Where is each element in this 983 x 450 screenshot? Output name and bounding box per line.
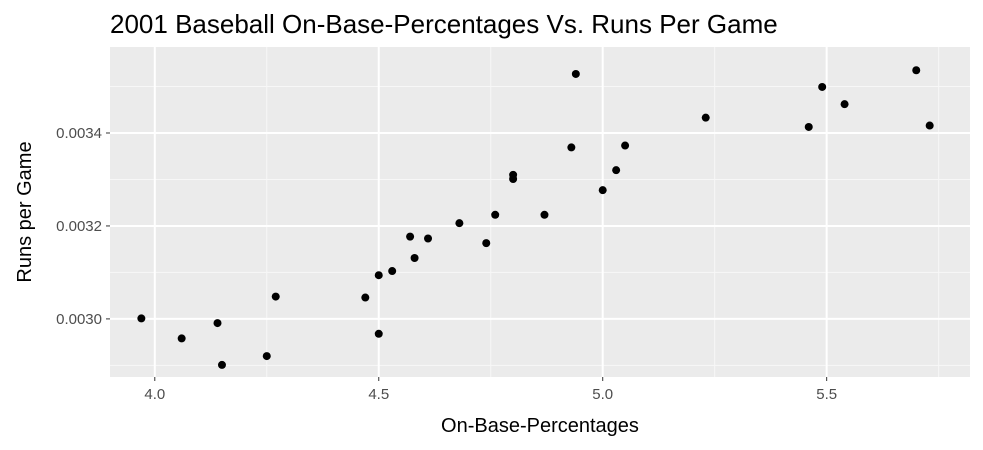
data-point: [571, 69, 580, 78]
data-point: [410, 254, 419, 263]
data-point: [701, 113, 710, 122]
x-axis-ticks: 4.0 4.5 5.0 5.5: [144, 377, 837, 403]
data-point: [388, 267, 397, 276]
x-tick-label: 4.0: [144, 386, 165, 403]
data-points: [137, 66, 934, 369]
x-tick-label: 5.5: [816, 386, 837, 403]
data-point: [491, 210, 500, 219]
chart-title: 2001 Baseball On-Base-Percentages Vs. Ru…: [110, 9, 778, 39]
x-axis-title: On-Base-Percentages: [441, 415, 639, 437]
data-point: [482, 239, 491, 248]
data-point: [361, 293, 370, 302]
major-gridlines: [110, 47, 970, 377]
data-point: [804, 122, 813, 131]
data-point: [374, 329, 383, 338]
data-point: [271, 292, 280, 301]
y-tick-label: 0.0034: [56, 125, 102, 142]
data-point: [840, 100, 849, 109]
data-point: [406, 232, 415, 241]
y-tick-label: 0.0030: [56, 311, 102, 328]
y-tick-label: 0.0032: [56, 218, 102, 235]
data-point: [455, 219, 464, 228]
data-point: [925, 121, 934, 130]
data-point: [598, 186, 607, 195]
plot-panel: [110, 47, 970, 377]
data-point: [540, 210, 549, 219]
data-point: [424, 234, 433, 243]
data-point: [612, 166, 621, 175]
data-point: [262, 352, 271, 361]
data-point: [818, 82, 827, 91]
data-point: [567, 143, 576, 152]
data-point: [137, 314, 146, 323]
y-axis-title: Runs per Game: [14, 141, 36, 282]
data-point: [177, 334, 186, 343]
data-point: [509, 170, 518, 179]
data-point: [217, 360, 226, 369]
x-tick-label: 5.0: [592, 386, 613, 403]
data-point: [912, 66, 921, 75]
data-point: [374, 271, 383, 280]
data-point: [213, 319, 222, 328]
x-tick-label: 4.5: [368, 386, 389, 403]
data-point: [621, 141, 630, 150]
y-axis-ticks: 0.0030 0.0032 0.0034: [56, 125, 110, 328]
